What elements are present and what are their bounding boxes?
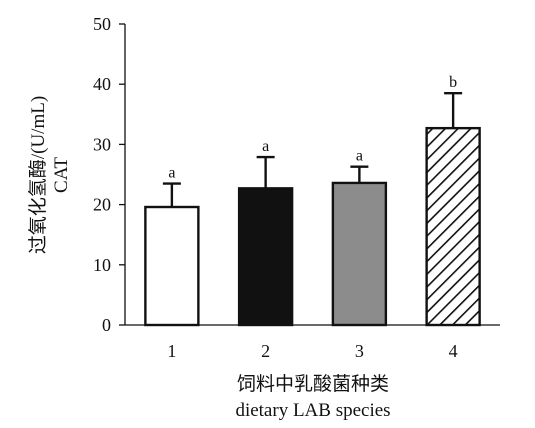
y-tick-label-5: 50 [93,14,111,34]
x-tick-label-3: 3 [355,341,364,361]
y-axis-title-en: CAT [51,157,72,193]
bar-2 [237,187,294,327]
y-tick-label-2: 20 [93,195,111,215]
x-tick-label-2: 2 [261,341,270,361]
plot-area: 0 10 20 30 40 50 a 1 a 2 a 3 b 4 [93,14,500,361]
significance-label-3: a [356,148,363,165]
bar-4 [425,126,481,327]
bar-1 [144,205,200,327]
y-tick-label-1: 10 [93,255,111,275]
significance-label-4: b [449,74,457,91]
y-axis-title: 过氧化氢酶/(U/mL) [27,96,49,254]
y-tick-label-0: 0 [102,315,111,335]
x-tick-label-1: 1 [167,341,176,361]
y-tick-label-3: 30 [93,134,111,154]
x-axis-title-en: dietary LAB species [235,400,390,421]
x-tick-label-4: 4 [449,341,458,361]
y-tick-label-4: 40 [93,74,111,94]
bar-3 [331,181,388,327]
x-axis-title: 饲料中乳酸菌种类 [237,373,389,395]
significance-label-1: a [168,165,175,182]
significance-label-2: a [262,138,269,155]
